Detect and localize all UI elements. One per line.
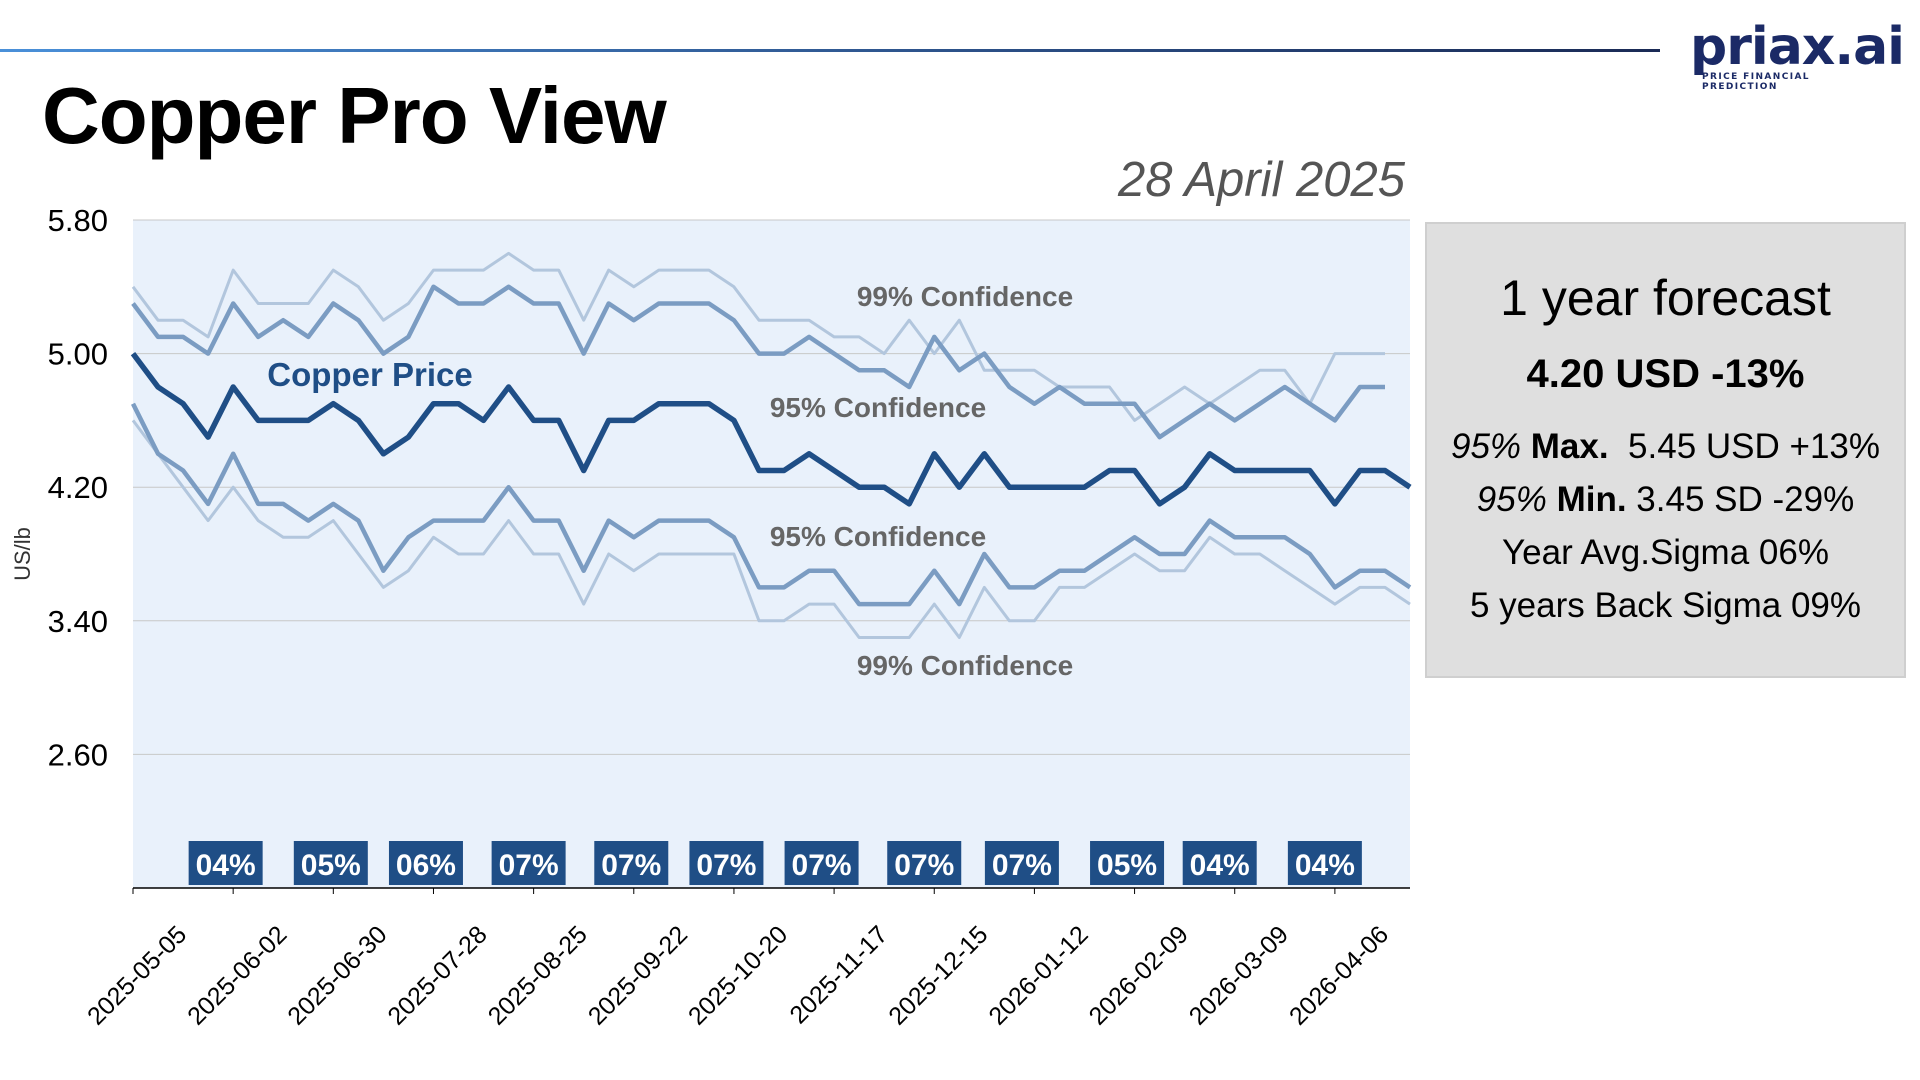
price-forecast-chart: 5.805.004.203.402.60US/lb2025-05-052025-…	[10, 203, 1412, 1031]
sigma-badge	[784, 841, 859, 885]
forecast-panel-title: 1 year forecast	[1500, 270, 1831, 326]
x-tick-label: 2025-05-05	[82, 920, 192, 1030]
series-line	[131, 419, 1411, 639]
x-tick-label: 2025-06-30	[282, 920, 392, 1030]
forecast-min: 95% Min. 3.45 SD -29%	[1427, 473, 1904, 526]
series-line	[131, 284, 1385, 440]
forecast-panel: 1 year forecast 4.20 USD -13% 95% Max. 5…	[1425, 222, 1906, 678]
forecast-max-prefix: 95%	[1450, 427, 1522, 466]
x-tick-label: 2025-11-17	[784, 920, 893, 1029]
forecast-min-prefix: 95%	[1476, 480, 1547, 519]
five-years-sigma: 5 years Back Sigma 09%	[1469, 586, 1861, 625]
x-tick-label: 2025-06-02	[182, 920, 292, 1030]
series-label: 95% Confidence	[770, 521, 986, 552]
x-tick-label: 2025-10-20	[683, 920, 793, 1030]
series-line	[130, 351, 1412, 507]
year-avg-sigma: Year Avg.Sigma 06%	[1502, 533, 1829, 572]
forecast-min-label: Min.	[1556, 480, 1627, 519]
y-tick-label: 5.80	[48, 203, 108, 238]
y-axis-label: US/lb	[10, 527, 35, 581]
series-label: Copper Price	[267, 356, 472, 393]
sigma-badge-label: 07%	[992, 849, 1052, 882]
sigma-badge-label: 06%	[396, 849, 456, 882]
forecast-headline: 4.20 USD -13%	[1526, 352, 1805, 396]
forecast-max: 95% Max. 5.45 USD +13%	[1427, 420, 1904, 473]
sigma-badge	[491, 841, 566, 885]
sigma-badge-label: 07%	[696, 849, 756, 882]
report-date: 28 April 2025	[1118, 153, 1405, 207]
x-tick-label: 2025-12-15	[883, 920, 993, 1030]
sigma-badge-label: 05%	[301, 849, 361, 882]
header-rule	[0, 49, 1660, 52]
sigma-badge-label: 04%	[196, 849, 256, 882]
sigma-badge-label: 04%	[1295, 849, 1355, 882]
brand-logo: priax.ai PRICE FINANCIAL PREDICTION	[1690, 17, 1905, 92]
sigma-badge-label: 07%	[601, 849, 661, 882]
sigma-badge	[594, 841, 669, 885]
y-tick-label: 4.20	[48, 470, 108, 505]
sigma-badge	[1090, 841, 1165, 885]
page-title: Copper Pro View	[42, 71, 667, 160]
series-label: 99% Confidence	[857, 650, 1073, 681]
x-tick-label: 2025-07-28	[382, 920, 492, 1030]
series-line	[130, 402, 1412, 607]
series-line	[131, 251, 1385, 422]
x-tick-label: 2026-03-09	[1184, 920, 1294, 1030]
x-tick-label: 2026-01-12	[983, 920, 1093, 1030]
sigma-badge-label: 07%	[792, 849, 852, 882]
sigma-badge	[1287, 841, 1362, 885]
sigma-badge-label: 04%	[1190, 849, 1250, 882]
logo-wordmark: priax.ai	[1690, 17, 1905, 77]
sigma-badge-label: 07%	[894, 849, 954, 882]
sigma-badge-label: 07%	[499, 849, 559, 882]
sigma-badge	[1182, 841, 1257, 885]
series-label: 99% Confidence	[857, 281, 1073, 312]
x-tick-label: 2026-04-06	[1284, 920, 1394, 1030]
series-label: 95% Confidence	[770, 392, 986, 423]
y-tick-label: 5.00	[48, 337, 108, 372]
y-tick-label: 2.60	[48, 737, 108, 772]
y-tick-label: 3.40	[48, 604, 108, 639]
forecast-min-value: 3.45 SD -29%	[1636, 480, 1855, 519]
sigma-badge-label: 05%	[1097, 849, 1157, 882]
forecast-max-label: Max.	[1530, 427, 1609, 466]
sigma-badge	[689, 841, 764, 885]
forecast-max-value: 5.45 USD +13%	[1628, 427, 1881, 466]
x-tick-label: 2025-08-25	[483, 920, 593, 1030]
sigma-badge	[388, 841, 463, 885]
sigma-badge	[293, 841, 368, 885]
x-tick-label: 2026-02-09	[1084, 920, 1194, 1030]
sigma-badge	[188, 841, 263, 885]
x-tick-label: 2025-09-22	[583, 920, 693, 1030]
sigma-badge	[984, 841, 1059, 885]
sigma-badge	[887, 841, 962, 885]
logo-tagline: PRICE FINANCIAL PREDICTION	[1702, 72, 1810, 92]
